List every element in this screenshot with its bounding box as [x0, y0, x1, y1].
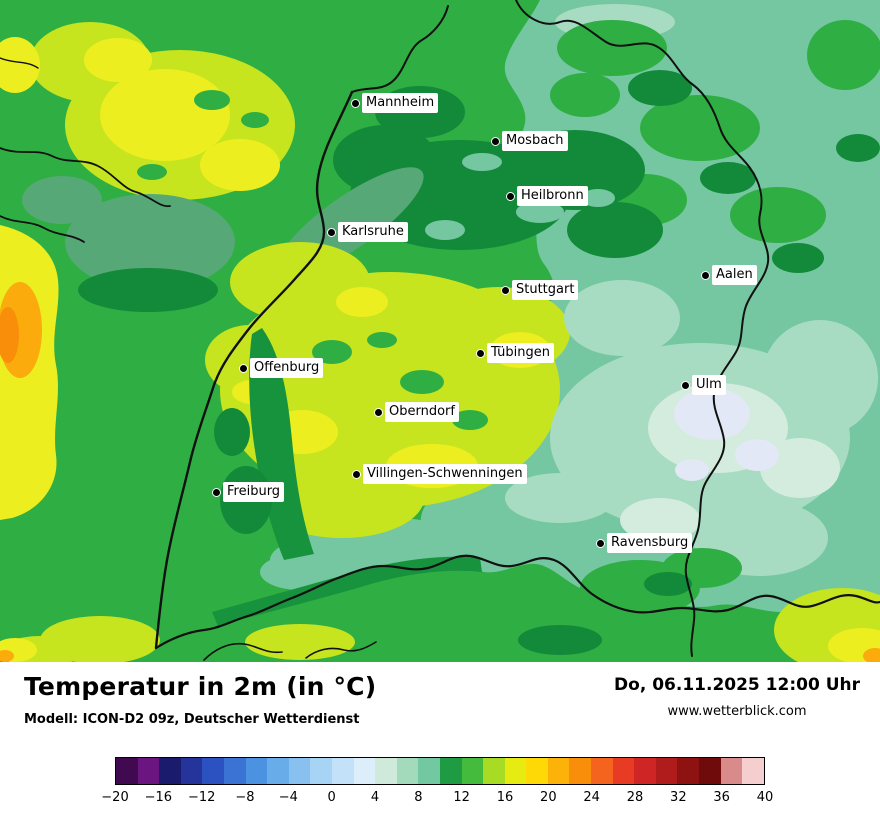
legend-segment [461, 758, 484, 784]
legend-segment [655, 758, 678, 784]
city-label: Offenburg [250, 358, 324, 378]
legend-bar [115, 757, 765, 785]
city-dot-icon [374, 408, 383, 417]
legend-tick-label: 4 [370, 790, 380, 805]
legend-segment [331, 758, 354, 784]
legend-tick-label: 16 [496, 790, 514, 805]
legend-segment [267, 758, 289, 784]
legend-segment [612, 758, 635, 784]
city-label: Mosbach [502, 131, 568, 151]
legend-tick-label: −8 [235, 790, 255, 805]
temperature-map: Mannheim Mosbach Heilbronn Karlsruhe Aalen St… [0, 0, 880, 662]
legend-segment [742, 758, 764, 784]
legend-tick-label: 8 [414, 790, 423, 805]
city-dot-icon [212, 488, 221, 497]
legend-tick-label: 12 [453, 790, 470, 805]
website-url: www.wetterblick.com [667, 704, 807, 719]
color-legend: −20 −16 −12 −8 −4 0 4 8 12 16 20 24 28 32 36 40 [101, 757, 773, 808]
legend-segment [418, 758, 440, 784]
legend-segment [202, 758, 224, 784]
city-label: Freiburg [223, 482, 285, 502]
legend-ticks: −20 −16 −12 −8 −4 0 4 8 12 16 20 24 28 32 36 40 [101, 790, 773, 808]
city-label: Ravensburg [607, 533, 693, 553]
legend-segment [353, 758, 376, 784]
legend-tick-label: −4 [278, 790, 298, 805]
border-lines [0, 0, 880, 661]
city-dot-icon [239, 364, 248, 373]
legend-segment [137, 758, 160, 784]
legend-segment [677, 758, 700, 784]
legend-segment [699, 758, 721, 784]
legend-segment [116, 758, 138, 784]
legend-tick-label: −20 [101, 790, 129, 805]
legend-segment [375, 758, 397, 784]
model-info: Modell: ICON-D2 09z, Deutscher Wetterdie… [24, 712, 360, 727]
temperature-field [0, 0, 880, 662]
city-label: Karlsruhe [338, 222, 408, 242]
city-layer: Mannheim Mosbach Heilbronn Karlsruhe Aalen St… [212, 93, 757, 553]
legend-tick-label: 32 [670, 790, 687, 805]
legend-segment [180, 758, 203, 784]
legend-segment [396, 758, 419, 784]
city-dot-icon [501, 286, 510, 295]
city-dot-icon [506, 192, 515, 201]
legend-tick-label: 36 [713, 790, 730, 805]
city-label: Aalen [712, 265, 757, 285]
legend-tick-label: 40 [756, 790, 774, 805]
legend-segment [439, 758, 462, 784]
city-label: Oberndorf [385, 402, 459, 422]
city-label: Tübingen [487, 343, 554, 363]
forecast-datetime: Do, 06.11.2025 12:00 Uhr [614, 675, 860, 695]
city-dot-icon [681, 381, 690, 390]
legend-segment [720, 758, 743, 784]
legend-tick-label: −16 [144, 790, 173, 805]
city-dot-icon [351, 99, 360, 108]
city-label: Mannheim [362, 93, 439, 113]
legend-segment [245, 758, 268, 784]
city-dot-icon [476, 349, 485, 358]
page-title: Temperatur in 2m (in °C) [24, 672, 377, 701]
legend-segment [547, 758, 570, 784]
city-dot-icon [327, 228, 336, 237]
datetime-block: Do, 06.11.2025 12:00 Uhr www.wetterblick… [614, 675, 860, 719]
legend-segment [526, 758, 548, 784]
legend-segment [223, 758, 246, 784]
legend-segment [310, 758, 332, 784]
legend-tick-label: −12 [187, 790, 216, 805]
legend-tick-label: 24 [583, 790, 600, 805]
city-dot-icon [352, 470, 361, 479]
city-label: Villingen-Schwenningen [363, 464, 527, 484]
legend-segment [288, 758, 311, 784]
city-dot-icon [491, 137, 500, 146]
city-dot-icon [596, 539, 605, 548]
legend-segment [483, 758, 505, 784]
legend-segment [591, 758, 613, 784]
city-label: Heilbronn [517, 186, 588, 206]
legend-segment [159, 758, 181, 784]
legend-tick-label: 28 [626, 790, 644, 805]
legend-segment [569, 758, 592, 784]
temperature-map-svg [0, 0, 880, 662]
footer: Temperatur in 2m (in °C) Modell: ICON-D2… [0, 662, 880, 830]
legend-segment [504, 758, 527, 784]
city-dot-icon [701, 271, 710, 280]
legend-tick-label: 20 [540, 790, 557, 805]
legend-tick-label: 0 [327, 790, 336, 805]
city-label: Stuttgart [512, 280, 579, 300]
city-label: Ulm [692, 375, 726, 395]
legend-segment [634, 758, 656, 784]
